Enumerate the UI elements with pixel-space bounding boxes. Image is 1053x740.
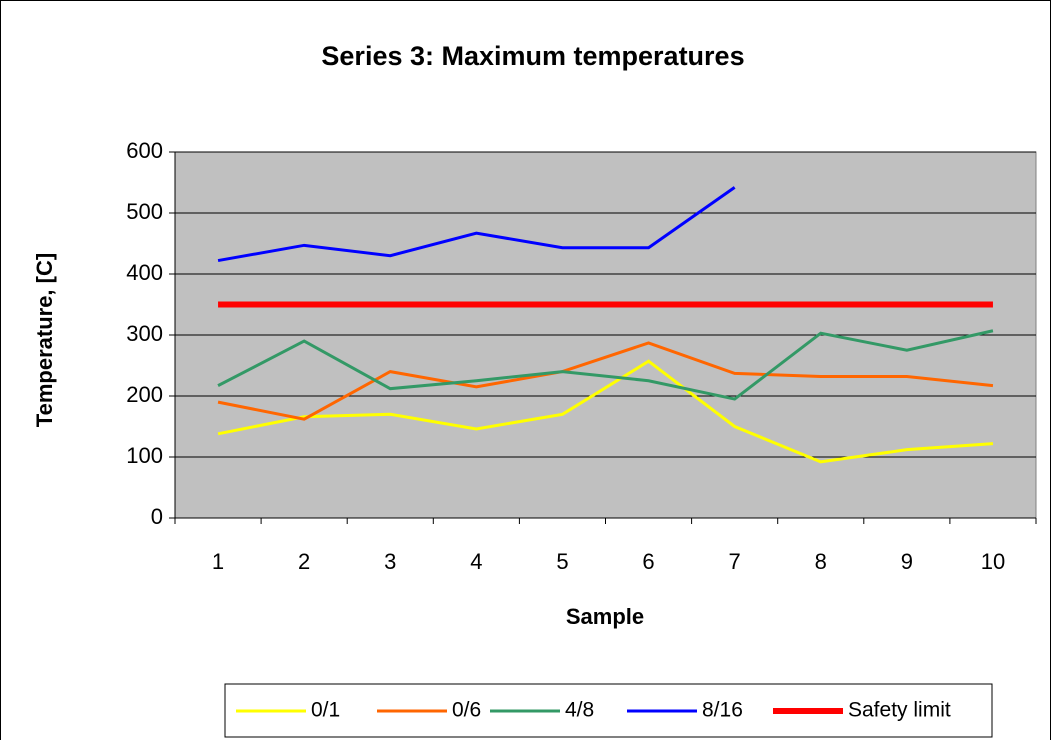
- series-line: [217, 186, 736, 263]
- x-tick-label: 10: [981, 549, 1005, 574]
- legend-label: 8/16: [702, 699, 743, 722]
- y-tick-label: 200: [126, 382, 163, 407]
- x-tick-label: 3: [384, 549, 396, 574]
- x-axis-label: Sample: [566, 604, 644, 629]
- x-tick-label: 2: [298, 549, 310, 574]
- legend-box: [224, 683, 993, 738]
- series-line: [217, 359, 994, 464]
- y-tick-label: 0: [151, 504, 163, 529]
- series-line: [217, 329, 994, 401]
- x-tick-label: 9: [901, 549, 913, 574]
- y-tick-label: 300: [126, 321, 163, 346]
- x-tick-label: 8: [815, 549, 827, 574]
- x-tick-label: 5: [556, 549, 568, 574]
- x-tick-label: 1: [212, 549, 224, 574]
- series-line: [217, 341, 994, 421]
- legend-label: 4/8: [565, 699, 594, 722]
- y-tick-label: 600: [126, 138, 163, 163]
- y-tick-label: 500: [126, 199, 163, 224]
- legend-label: Safety limit: [848, 699, 951, 722]
- x-tick-label: 7: [729, 549, 741, 574]
- y-tick-label: 100: [126, 443, 163, 468]
- x-tick-label: 6: [642, 549, 654, 574]
- y-axis-label: Temperature, [C]: [32, 253, 57, 427]
- legend-label: 0/1: [311, 699, 340, 722]
- chart-title: Series 3: Maximum temperatures: [321, 41, 744, 71]
- x-tick-label: 4: [470, 549, 482, 574]
- legend-label: 0/6: [452, 699, 481, 722]
- y-tick-label: 400: [126, 260, 163, 285]
